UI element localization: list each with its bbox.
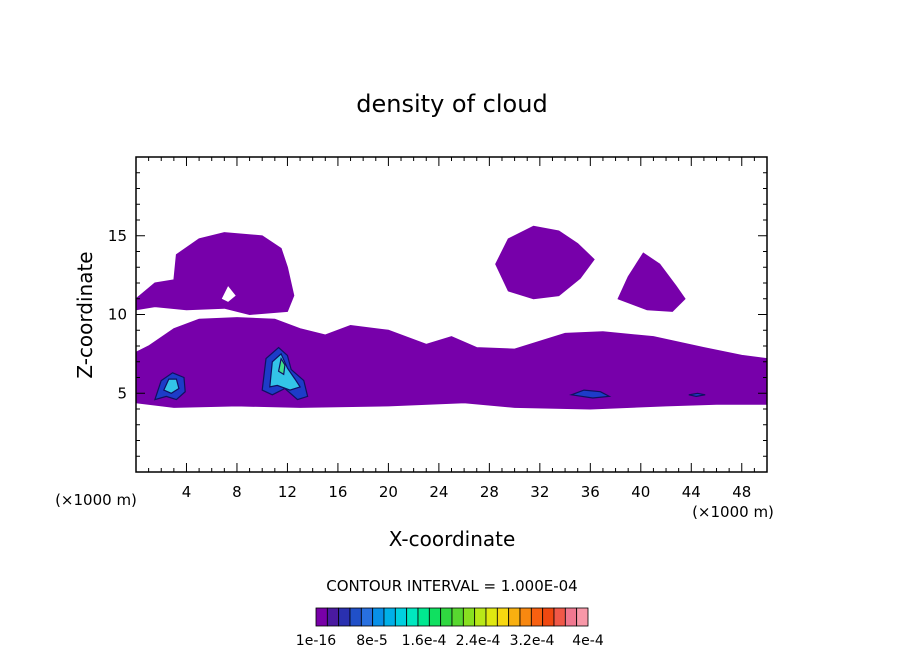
cloud-region (269, 352, 302, 391)
colorbar-swatch (394, 607, 408, 627)
plot-background (136, 157, 767, 472)
colorbar-swatch (417, 607, 430, 627)
colorbar-label: 1e-16 (296, 633, 336, 649)
colorbar-label: 8e-5 (356, 633, 387, 649)
chart-title: density of cloud (356, 90, 547, 118)
x-axis-label: X-coordinate (389, 527, 516, 551)
contour-interval: CONTOUR INTERVAL = 1.000E-04 (326, 577, 577, 595)
x-axis-unit: (×1000 m) (692, 503, 774, 521)
colorbar-swatch (315, 607, 328, 627)
colorbar-swatch (553, 607, 566, 627)
y-tick-label: 15 (108, 227, 127, 245)
colorbar-swatch (508, 607, 521, 627)
colorbar-swatch (360, 607, 374, 627)
colorbar-label: 4e-4 (572, 633, 604, 649)
y-tick-label: 10 (108, 306, 127, 324)
cloud-region (688, 392, 706, 398)
x-tick-label: 44 (682, 483, 701, 501)
colorbar-swatch (576, 607, 589, 627)
x-tick-label: 32 (530, 483, 549, 501)
colorbar-swatch (406, 607, 419, 627)
colorbar-label: 1.6e-4 (402, 633, 447, 649)
cloud-region (162, 378, 180, 394)
colorbar-swatch (530, 607, 544, 627)
colorbar-swatch (474, 607, 487, 627)
colorbar-swatch (440, 607, 453, 627)
x-tick-label: 48 (732, 483, 751, 501)
plot-area (136, 157, 767, 472)
cloud-region (136, 232, 295, 316)
colorbar-swatch (462, 607, 476, 627)
cloud-gap (221, 286, 236, 302)
colorbar (315, 607, 589, 627)
cloud-region (569, 389, 612, 399)
colorbar-label: 2.4e-4 (456, 633, 501, 649)
colorbar-swatch (372, 607, 385, 627)
x-tick-label: 16 (328, 483, 347, 501)
x-tick-label: 28 (480, 483, 499, 501)
colorbar-swatch (326, 607, 340, 627)
cloud-region (495, 225, 595, 300)
colorbar-swatch (451, 607, 464, 627)
x-tick-label: 24 (429, 483, 448, 501)
colorbar-swatch (485, 607, 498, 627)
y-axis-unit: (×1000 m) (55, 491, 137, 509)
y-axis-label: Z-coordinate (73, 251, 97, 378)
colorbar-swatch (428, 607, 442, 627)
cloud-region (277, 356, 286, 376)
colorbar-swatch (519, 607, 532, 627)
x-tick-label: 20 (379, 483, 398, 501)
colorbar-swatch (338, 607, 351, 627)
colorbar-labels: 1e-16 8e-5 1.6e-4 2.4e-4 3.2e-4 4e-4 (296, 633, 604, 649)
x-tick-label: 8 (232, 483, 242, 501)
y-tick-label: 5 (117, 384, 127, 402)
colorbar-swatch (496, 607, 510, 627)
colorbar-swatch (383, 607, 396, 627)
colorbar-swatch (564, 607, 578, 627)
colorbar-swatch (349, 607, 362, 627)
x-tick-label: 36 (581, 483, 600, 501)
cloud-region (617, 252, 686, 312)
colorbar-label: 3.2e-4 (510, 633, 555, 649)
x-tick-label: 40 (631, 483, 650, 501)
colorbar-swatch (542, 607, 555, 627)
x-tick-label: 4 (182, 483, 192, 501)
x-tick-label: 12 (278, 483, 297, 501)
